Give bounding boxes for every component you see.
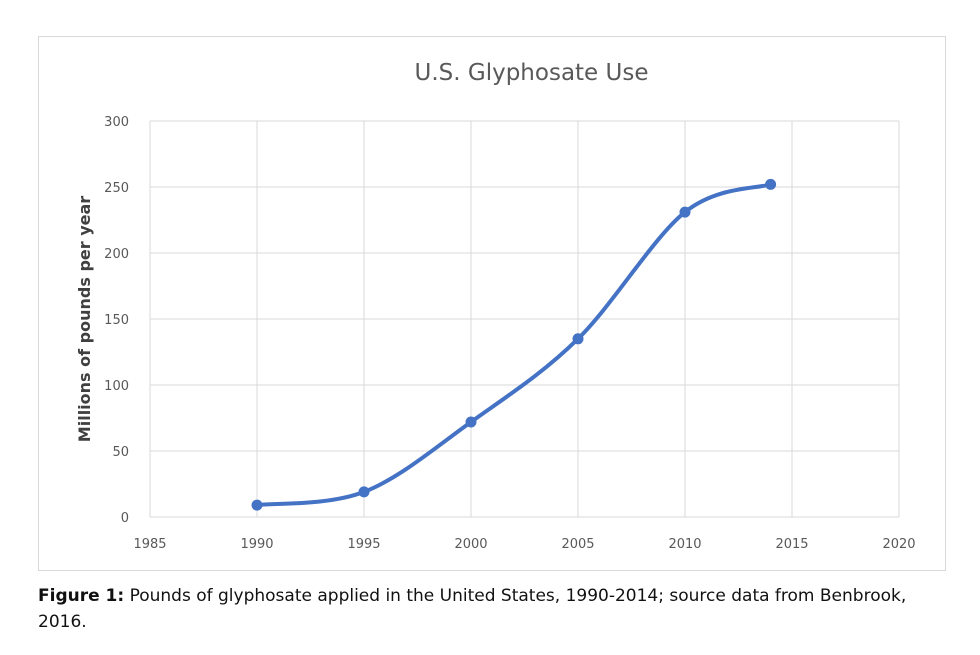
chart-title: U.S. Glyphosate Use <box>415 60 649 86</box>
data-point <box>679 206 691 218</box>
y-tick-label: 0 <box>121 511 129 526</box>
y-tick-label: 200 <box>104 247 129 262</box>
data-point <box>251 499 263 511</box>
x-tick-label: 2005 <box>561 537 594 552</box>
caption-text: Pounds of glyphosate applied in the Unit… <box>38 586 907 632</box>
data-point <box>572 333 584 345</box>
y-axis-label: Millions of pounds per year <box>75 196 94 442</box>
y-tick-label: 250 <box>104 181 129 196</box>
data-point <box>765 178 777 190</box>
figure-caption: Figure 1: Pounds of glyphosate applied i… <box>38 583 948 635</box>
x-tick-label: 1990 <box>240 537 273 552</box>
x-tick-label: 2015 <box>775 537 808 552</box>
data-point <box>358 486 370 498</box>
x-tick-label: 2010 <box>668 537 701 552</box>
chart-svg: 0 50 100 150 200 250 300 1985 1990 1995 2000 2005 20… <box>75 60 916 552</box>
x-tick-label: 1995 <box>347 537 380 552</box>
x-tick-label: 1985 <box>133 537 166 552</box>
y-tick-label: 100 <box>104 379 129 394</box>
chart-frame: 0 50 100 150 200 250 300 1985 1990 1995 2000 2005 20… <box>38 36 946 571</box>
caption-label: Figure 1: <box>38 586 125 606</box>
y-tick-label: 50 <box>112 445 129 460</box>
x-tick-label: 2020 <box>882 537 915 552</box>
series-line <box>255 182 773 508</box>
x-tick-label: 2000 <box>454 537 487 552</box>
y-tick-label: 300 <box>104 115 129 130</box>
y-tick-label: 150 <box>104 313 129 328</box>
data-point <box>465 416 477 428</box>
